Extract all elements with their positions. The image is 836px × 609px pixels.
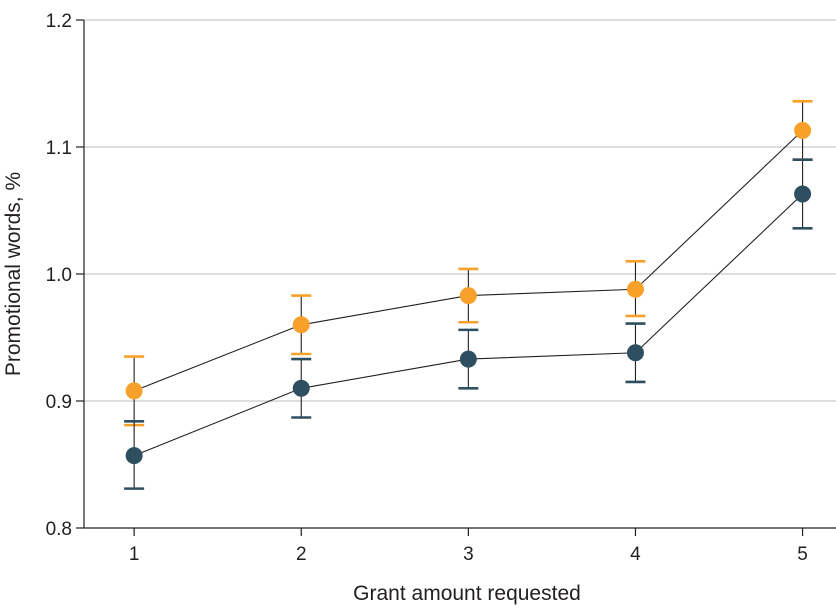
y-tick-label: 1.0: [46, 265, 72, 286]
y-ticks: 0.8 0.9 1.0 1.1 1.2: [46, 11, 84, 540]
x-ticks: 1 2 3 4 5: [129, 528, 808, 565]
y-tick-label: 0.9: [46, 392, 72, 413]
x-tick-label: 1: [129, 544, 140, 565]
data-point: [626, 280, 644, 298]
y-tick-label: 1.2: [46, 11, 72, 32]
gridlines: [84, 19, 836, 402]
x-tick-label: 2: [296, 544, 307, 565]
x-tick-label: 3: [463, 544, 474, 565]
data-point: [292, 379, 310, 397]
series-line: [133, 193, 803, 457]
data-point: [292, 316, 310, 334]
data-point: [459, 350, 477, 368]
data-point: [125, 382, 143, 400]
x-axis-title: Grant amount requested: [353, 582, 581, 605]
data-point: [794, 121, 812, 139]
x-tick-label: 4: [630, 544, 641, 565]
y-tick-label: 0.8: [46, 519, 72, 540]
series: [124, 99, 813, 490]
data-point: [125, 447, 143, 465]
data-point: [459, 287, 477, 305]
y-tick-label: 1.1: [46, 138, 72, 159]
data-point: [794, 185, 812, 203]
data-point: [626, 344, 644, 362]
x-tick-label: 5: [797, 544, 808, 565]
y-axis-title: Promotional words, %: [2, 172, 25, 376]
